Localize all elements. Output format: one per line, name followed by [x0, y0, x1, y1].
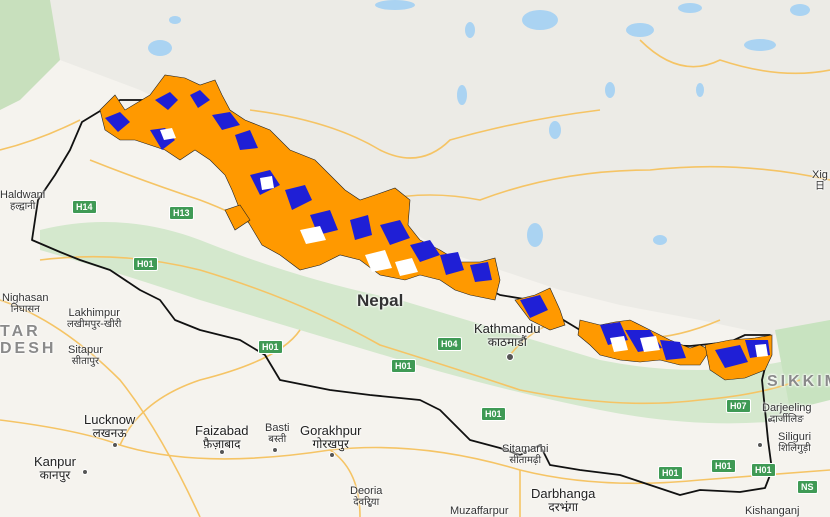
city-label-gorakhpur[interactable]: Gorakhpur गोरखपुर	[300, 423, 362, 451]
city-label-xigaze[interactable]: Xig 日	[812, 169, 828, 192]
city-label-lakhimpur[interactable]: Lakhimpur लखीमपुर-खीरी	[67, 307, 122, 330]
city-label-basti[interactable]: Basti बस्ती	[265, 422, 290, 445]
kathmandu-marker	[506, 353, 514, 361]
city-label-sitapur[interactable]: Sitapur सीतापुर	[68, 344, 103, 367]
layer-blue	[105, 90, 770, 368]
city-label-nighasan[interactable]: Nighasan निघासन	[2, 292, 49, 315]
city-label-kathmandu[interactable]: Kathmandu काठमाडौं	[474, 321, 541, 349]
forest-zone-east	[775, 320, 830, 410]
highway-shield: H01	[711, 459, 736, 473]
highway-shield: H04	[437, 337, 462, 351]
region-label-pradesh: DESH	[0, 340, 57, 357]
region-label-uttar: TAR	[0, 323, 41, 340]
highway-shield: H01	[391, 359, 416, 373]
city-label-haldwani[interactable]: Haldwani हल्द्वानी	[0, 189, 46, 212]
city-label-kanpur[interactable]: Kanpur कानपुर	[34, 454, 76, 482]
highway-shield: H01	[258, 340, 283, 354]
city-label-deoria[interactable]: Deoria देवरिया	[350, 485, 383, 508]
city-label-faizabad[interactable]: Faizabad फ़ैज़ाबाद	[195, 423, 249, 451]
highway-shield: H01	[751, 463, 776, 477]
highway-shield: H01	[133, 257, 158, 271]
city-label-muzaffarpur[interactable]: Muzaffarpur	[450, 505, 509, 517]
highway-shield: H01	[658, 466, 683, 480]
city-label-kishanganj[interactable]: Kishanganj	[745, 505, 800, 517]
city-label-darjeeling[interactable]: Darjeeling दार्जीलिङ	[762, 402, 812, 425]
region-label-sikkim: SIKKIM	[767, 373, 830, 390]
city-label-sitamarhi[interactable]: Sitamarhi सीतामढ़ी	[502, 443, 549, 466]
city-markers	[82, 353, 773, 513]
highway-shield: H07	[726, 399, 751, 413]
highway-shield: H14	[72, 200, 97, 214]
highway-shield: H01	[481, 407, 506, 421]
city-label-lucknow[interactable]: Lucknow लखनऊ	[84, 412, 136, 440]
lakes	[148, 0, 810, 247]
highway-shield: H13	[169, 206, 194, 220]
forest-zone-west	[0, 0, 60, 110]
city-label-siliguri[interactable]: Siliguri शिलिगुड़ी	[778, 431, 812, 454]
highway-shield: NS	[797, 480, 818, 494]
country-label-nepal[interactable]: Nepal	[357, 291, 404, 310]
layer-white	[160, 128, 768, 357]
road-network	[0, 39, 830, 517]
forest-zone	[40, 222, 790, 424]
tibetan-plateau	[0, 0, 830, 335]
city-label-darbhanga[interactable]: Darbhanga दरभंगा	[531, 486, 596, 514]
